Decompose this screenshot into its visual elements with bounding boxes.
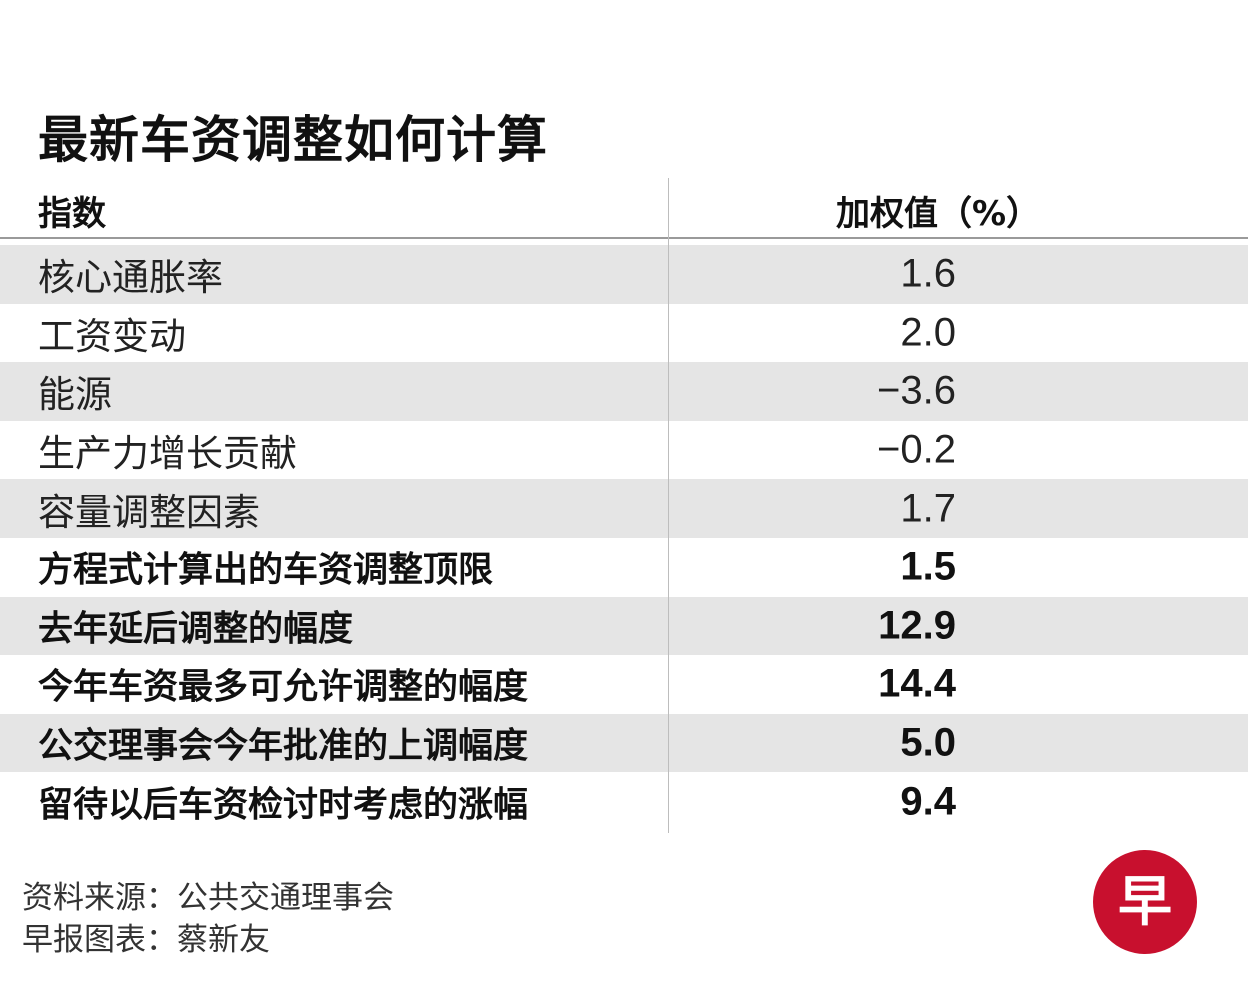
row-value: 14.4: [878, 661, 956, 706]
row-label: 今年车资最多可允许调整的幅度: [38, 667, 529, 708]
row-label: 方程式计算出的车资调整顶限: [38, 550, 494, 591]
table-body: 核心通胀率 1.6 工资变动 2.0 能源 −3.6 生产力增长贡献 −0.2 容量调整因素 1.…: [0, 245, 1248, 831]
chart-title: 最新车资调整如何计算: [38, 111, 548, 169]
table-row: 今年车资最多可允许调整的幅度 14.4: [0, 655, 1248, 714]
logo-text: 早: [1118, 870, 1172, 933]
source-note: 资料来源：公共交通理事会: [22, 880, 394, 916]
row-value: 2.0: [900, 310, 956, 355]
row-label: 容量调整因素: [38, 490, 260, 534]
row-value: −3.6: [877, 368, 956, 413]
table-row: 留待以后车资检讨时考虑的涨幅 9.4: [0, 772, 1248, 831]
row-value: 5.0: [900, 720, 956, 765]
table-row: 核心通胀率 1.6: [0, 245, 1248, 304]
row-label: 留待以后车资检讨时考虑的涨幅: [38, 785, 529, 826]
table-header: 指数 加权值（%）: [0, 178, 1248, 239]
row-label: 核心通胀率: [38, 256, 223, 300]
row-value: 12.9: [878, 603, 956, 648]
table-row: 工资变动 2.0: [0, 304, 1248, 363]
table-row: 方程式计算出的车资调整顶限 1.5: [0, 538, 1248, 597]
row-label: 生产力增长贡献: [38, 432, 297, 476]
row-value: −0.2: [877, 427, 956, 472]
table-row: 去年延后调整的幅度 12.9: [0, 596, 1248, 656]
table-row: 容量调整因素 1.7: [0, 479, 1248, 538]
row-value: 1.7: [900, 486, 956, 531]
row-label: 公交理事会今年批准的上调幅度: [38, 726, 529, 767]
zaobao-logo-icon: 早: [1093, 850, 1197, 954]
row-value: 9.4: [900, 779, 956, 824]
column-divider: [668, 178, 669, 833]
table-row: 生产力增长贡献 −0.2: [0, 421, 1248, 480]
data-table: 指数 加权值（%） 核心通胀率 1.6 工资变动 2.0 能源 −3.6 生产力增长贡献 −0…: [0, 178, 1248, 834]
table-row: 公交理事会今年批准的上调幅度 5.0: [0, 713, 1248, 773]
header-index: 指数: [38, 194, 106, 234]
credit-note: 早报图表：蔡新友: [22, 922, 270, 958]
row-value: 1.6: [900, 251, 956, 296]
row-value: 1.5: [900, 544, 956, 589]
row-label: 工资变动: [38, 314, 186, 358]
table-row: 能源 −3.6: [0, 362, 1248, 421]
row-label: 去年延后调整的幅度: [38, 609, 354, 650]
header-weighted-value: 加权值（%）: [836, 194, 1041, 234]
row-label: 能源: [38, 373, 112, 417]
